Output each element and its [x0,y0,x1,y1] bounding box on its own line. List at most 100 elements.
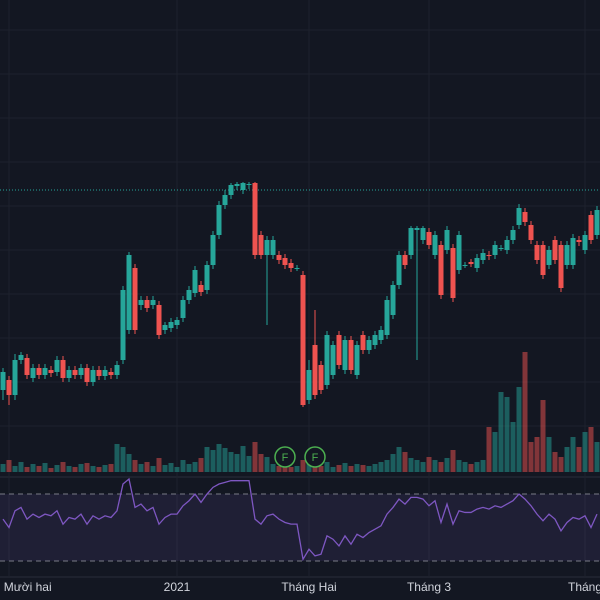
candle-body [420,228,426,240]
volume-bar [12,466,18,472]
candle-body [570,238,576,265]
volume-bar [168,463,174,472]
candle-body [156,305,162,335]
volume-bar [330,467,336,472]
candle-body [522,212,528,222]
candle-body [354,345,360,375]
volume-bar [66,466,72,472]
volume-bar [96,467,102,472]
candle-body [390,285,396,315]
volume-bar [324,462,330,472]
event-marker [304,446,326,468]
candle-body [132,268,138,330]
candle-body [18,355,24,360]
candle-body [330,345,336,375]
candle-body [528,225,534,240]
rsi-line [2,477,598,562]
candle-body [468,262,474,264]
volume-bar [222,448,228,472]
volume-bar [84,463,90,472]
candle-body [498,248,504,249]
volume-bar [78,464,84,472]
candle-body [546,250,552,265]
candle-body [300,275,306,405]
candle-body [108,372,114,375]
candle-body [378,330,384,340]
volume-bar [108,464,114,472]
volume-bar [564,447,570,472]
candle-body [240,183,246,190]
candle-body [204,265,210,290]
candle-body [42,368,48,375]
candle-body [90,370,96,382]
candle-body [192,270,198,293]
x-tick-label: Tháng [568,580,600,594]
candle-body [504,240,510,250]
volume-bar [306,463,312,472]
volume-bar [276,466,282,472]
candle-body [540,245,546,275]
volume-bar [384,460,390,472]
candle-body [144,300,150,308]
volume-bar [294,466,300,472]
volume-bar [348,466,354,472]
candle-body [162,325,168,330]
candle-body [486,255,492,256]
volume-bar [72,467,78,472]
candle-body [234,184,240,186]
candle-body [408,228,414,255]
candle-body [474,258,480,268]
candle-body [324,335,330,385]
volume-bar [210,450,216,472]
candle-body [348,340,354,370]
volume-bar [288,467,294,472]
volume-bar [30,464,36,472]
volume-bar [264,457,270,472]
candle-body [174,320,180,325]
candle-body [552,240,558,260]
candle-body [48,370,54,373]
candle-body [30,368,36,378]
candle-body [186,290,192,300]
candle-body [210,235,216,265]
candle-body [282,258,288,265]
candle-body [336,335,342,365]
candle-body [426,232,432,245]
volume-bar [558,457,564,472]
candle-body [114,365,120,375]
candle-body [432,235,438,255]
candle-body [384,300,390,335]
candle-body [0,372,6,390]
volume-bar [282,465,288,472]
candle-body [66,370,72,378]
volume-bar [336,465,342,472]
volume-bar [54,465,60,472]
event-label: F [312,452,319,464]
volume-bar [378,462,384,472]
volume-bar [576,447,582,472]
volume-bar [138,464,144,472]
volume-bar [234,454,240,472]
candle-body [576,240,582,242]
volume-bar [366,466,372,472]
candle-body [126,255,132,330]
candle-body [372,335,378,345]
volume-bar [228,452,234,472]
volume-bar [540,400,546,472]
volume-bar [258,454,264,472]
volume-bar [570,437,576,472]
candle-body [444,230,450,250]
candle-body [12,360,18,395]
volume-bar [504,397,510,472]
candle-body [492,245,498,255]
candle-body [402,255,408,265]
volume-bar [162,465,168,472]
volume-bar [192,462,198,472]
volume-bar [408,458,414,472]
volume-bar [456,460,462,472]
volume-bar [360,465,366,472]
volume-bar [450,450,456,472]
volume-bar [48,468,54,472]
